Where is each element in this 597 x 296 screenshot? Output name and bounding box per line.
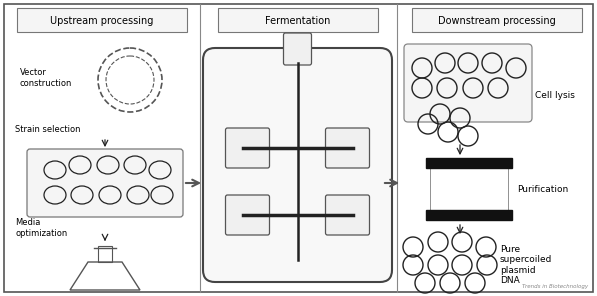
FancyBboxPatch shape bbox=[203, 48, 392, 282]
Bar bbox=[430, 160, 508, 218]
Bar bbox=[412, 8, 582, 32]
Text: Trends in Biotechnology: Trends in Biotechnology bbox=[522, 284, 588, 289]
FancyBboxPatch shape bbox=[325, 128, 370, 168]
Text: Cell lysis: Cell lysis bbox=[535, 91, 575, 99]
Text: Upstream processing: Upstream processing bbox=[50, 16, 153, 26]
Bar bbox=[98, 246, 112, 262]
FancyBboxPatch shape bbox=[226, 195, 269, 235]
Text: Purification: Purification bbox=[517, 186, 568, 194]
FancyBboxPatch shape bbox=[325, 195, 370, 235]
FancyBboxPatch shape bbox=[404, 44, 532, 122]
Bar bbox=[426, 210, 512, 220]
Text: Downstream processing: Downstream processing bbox=[438, 16, 556, 26]
Text: Media
optimization: Media optimization bbox=[15, 218, 67, 238]
Text: Fermentation: Fermentation bbox=[265, 16, 331, 26]
Text: Strain selection: Strain selection bbox=[15, 126, 81, 134]
FancyBboxPatch shape bbox=[226, 128, 269, 168]
Bar bbox=[218, 8, 378, 32]
FancyBboxPatch shape bbox=[284, 33, 312, 65]
Text: Vector
construction: Vector construction bbox=[20, 68, 72, 88]
FancyBboxPatch shape bbox=[27, 149, 183, 217]
Bar bbox=[426, 158, 512, 168]
Bar bbox=[17, 8, 187, 32]
Text: Pure
supercoiled
plasmid
DNA: Pure supercoiled plasmid DNA bbox=[500, 245, 552, 285]
